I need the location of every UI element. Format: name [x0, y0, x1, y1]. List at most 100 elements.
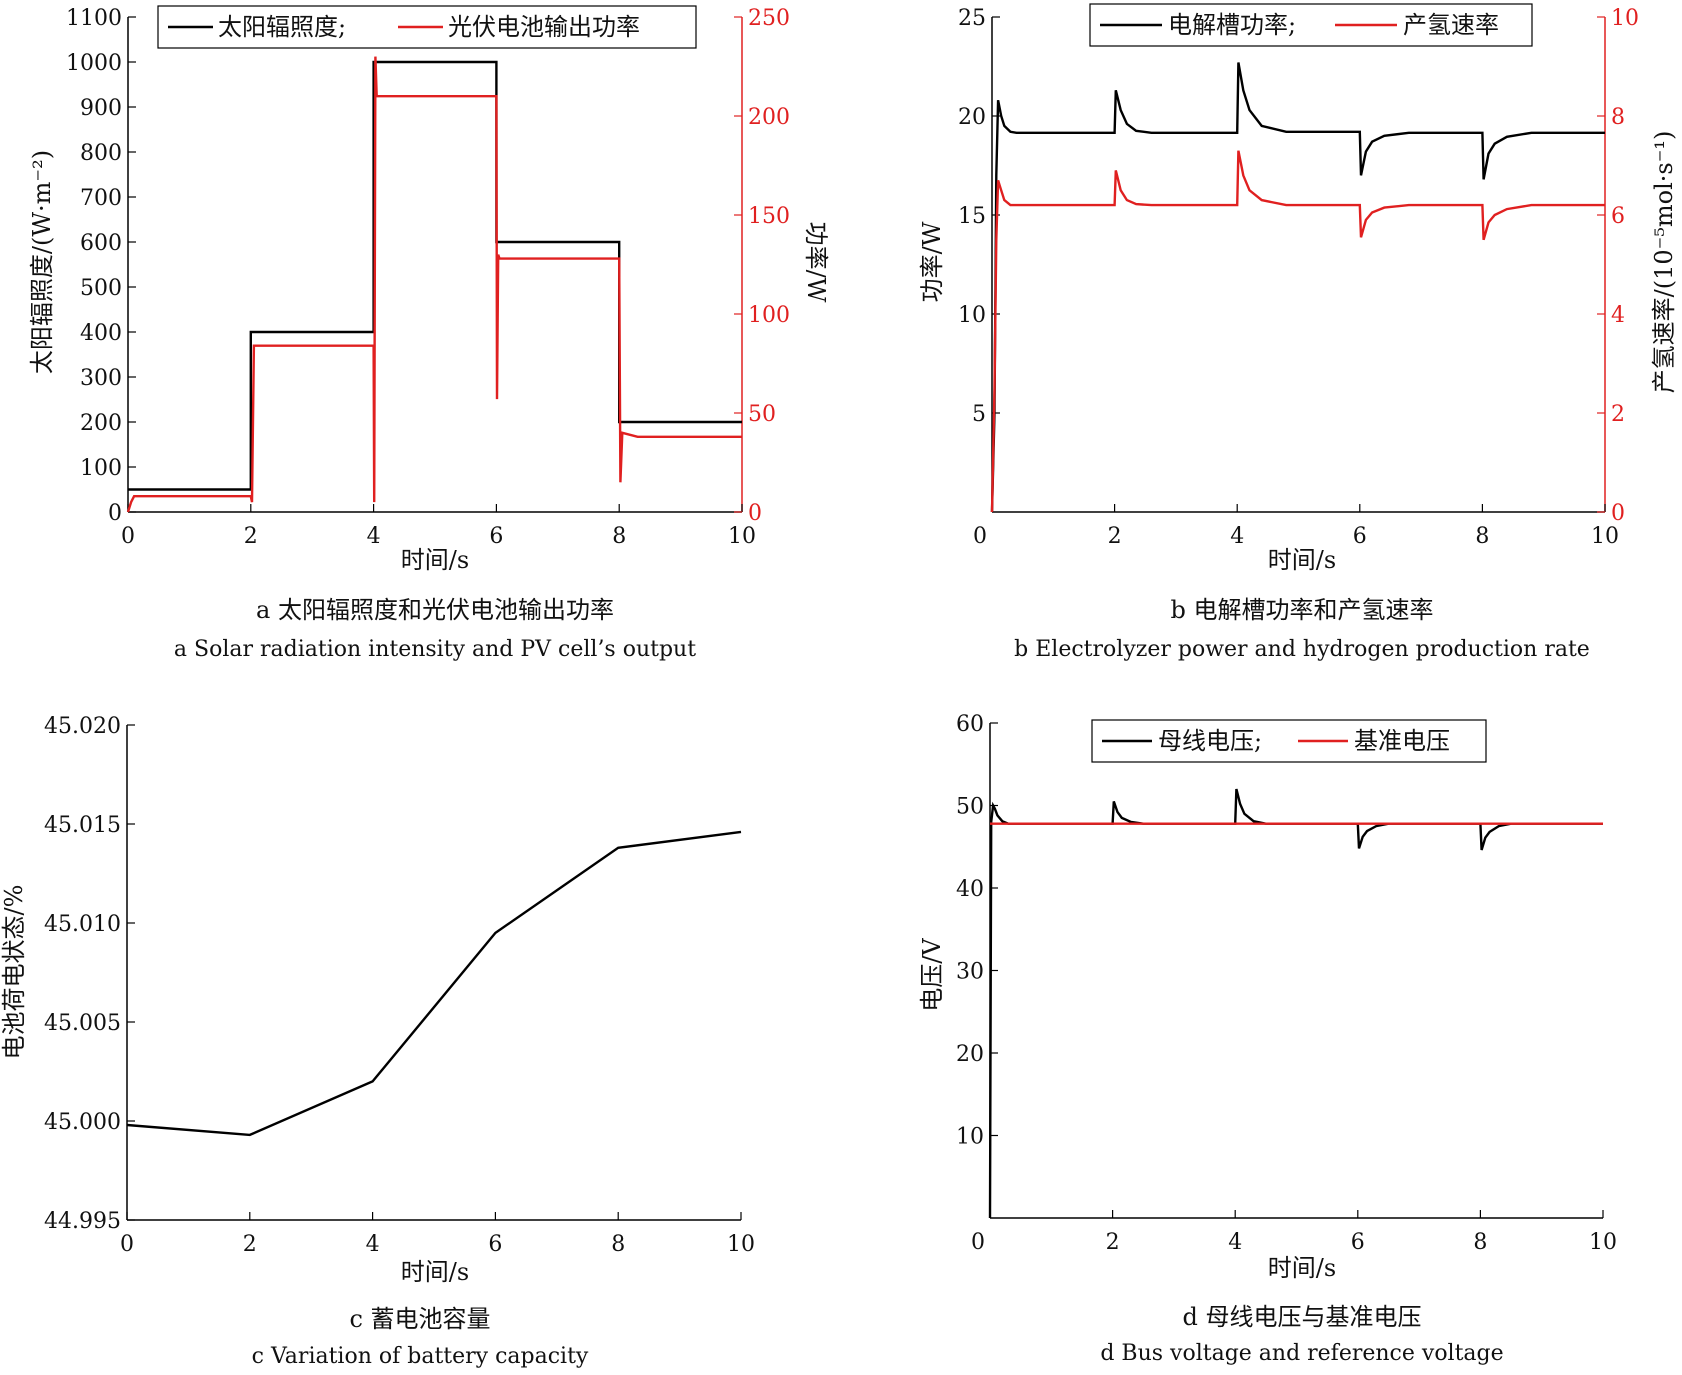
- panel-b-y2tick-label: 10: [1611, 6, 1639, 31]
- panel-b-y2tick-label: 6: [1611, 204, 1625, 229]
- panel-b-xtick-label: 8: [1475, 524, 1489, 549]
- panel-c-xtick-label: 4: [366, 1232, 380, 1257]
- panel-a-xtick-label: 8: [612, 524, 626, 549]
- panel-c-ytick-label: 44.995: [44, 1209, 121, 1234]
- panel-c-xtick-label: 8: [611, 1232, 625, 1257]
- panel-d-ytick-label: 20: [956, 1042, 984, 1067]
- panel-a-ytick-label: 1100: [66, 6, 122, 31]
- panel-b-legend-label-1: 电解槽功率;: [1168, 11, 1296, 39]
- panel-a-xtick-label: 10: [728, 524, 756, 549]
- panel-b-ytick-label: 15: [958, 204, 986, 229]
- panel-a-series-line-1: [128, 60, 742, 491]
- panel-a-xlabel: 时间/s: [401, 546, 469, 574]
- panel-b-caption-zh: b 电解槽功率和产氢速率: [1171, 596, 1434, 624]
- panel-b-y2tick-label: 8: [1611, 105, 1625, 130]
- panel-a-y2label: 功率/W: [802, 222, 830, 303]
- panel-d-plot: [988, 788, 1603, 1219]
- panel-b-legend-box: [1089, 3, 1533, 47]
- panel-c-ytick-label: 45.020: [44, 714, 121, 739]
- panel-c-xlabel: 时间/s: [401, 1258, 469, 1286]
- panel-a-ytick-label: 300: [80, 366, 122, 391]
- panel-b-caption-en: b Electrolyzer power and hydrogen produc…: [1014, 637, 1590, 662]
- panel-a-legend: 太阳辐照度; 光伏电池输出功率: [157, 5, 697, 49]
- panel-c-xtick-label: 0: [120, 1232, 134, 1257]
- panel-d-caption-en: d Bus voltage and reference voltage: [1100, 1341, 1503, 1366]
- panel-b-axes: 时间/s 功率/W 产氢速率/(10⁻⁵mol·s⁻¹) 0 2 4 6 8 10 5 10 1…: [918, 6, 1678, 574]
- panel-b-legend: 电解槽功率; 产氢速率: [1089, 3, 1533, 47]
- panel-c-xtick-label: 10: [727, 1232, 755, 1257]
- panel-b-series-line-2: [990, 150, 1605, 513]
- panel-a-legend-label-2: 光伏电池输出功率: [448, 13, 640, 41]
- panel-d-legend: 母线电压; 基准电压: [1091, 719, 1487, 763]
- panel-a-xtick-label: 0: [121, 524, 135, 549]
- panel-a-axes: 时间/s 太阳辐照度/(W·m⁻²) 功率/W 0 2 4 6 8 10010020030…: [28, 6, 830, 574]
- panel-a-caption-zh: a 太阳辐照度和光伏电池输出功率: [256, 596, 614, 624]
- panel-d-ytick-label: 40: [956, 877, 984, 902]
- panel-b-ytick-label: 25: [958, 6, 986, 31]
- panel-c: 时间/s 电池荷电状态/% 0 2 4 6 8 10 44.995 45.000 45.005 4…: [0, 714, 755, 1369]
- panel-a-y2tick-label: 50: [748, 402, 776, 427]
- panel-c-ytick-label: 45.010: [44, 912, 121, 937]
- panel-d-caption-zh: d 母线电压与基准电压: [1183, 1303, 1422, 1331]
- panel-a-caption-en: a Solar radiation intensity and PV cell’…: [174, 637, 696, 662]
- panel-c-ytick-label: 45.005: [44, 1011, 121, 1036]
- panel-d-ytick-label: 60: [956, 712, 984, 737]
- panel-c-ytick-label: 45.000: [44, 1110, 121, 1135]
- panel-d-axes: 时间/s 电压/V 0 2 4 6 8 10 10 20 30 40 50 60: [918, 712, 1617, 1282]
- panel-d-legend-label-2: 基准电压: [1354, 727, 1450, 755]
- panel-a: 时间/s 太阳辐照度/(W·m⁻²) 功率/W 0 2 4 6 8 10010020030…: [28, 5, 830, 662]
- panel-d-xtick-label: 6: [1351, 1230, 1365, 1255]
- panel-a-xtick-label: 4: [367, 524, 381, 549]
- panel-a-series-line-2: [126, 56, 742, 513]
- panel-b-xlabel: 时间/s: [1268, 546, 1336, 574]
- panel-d-ylabel: 电压/V: [918, 938, 946, 1012]
- panel-a-ytick-label: 100: [80, 456, 122, 481]
- panel-a-legend-label-1: 太阳辐照度;: [218, 13, 346, 41]
- panel-b-xtick-label: 10: [1591, 524, 1619, 549]
- panel-b-xtick-label: 6: [1353, 524, 1367, 549]
- panel-b-ytick-label: 10: [958, 303, 986, 328]
- panel-a-plot: [126, 56, 742, 513]
- panel-d: 时间/s 电压/V 0 2 4 6 8 10 10 20 30 40 50 60 母线电压; 基准电压…: [918, 712, 1617, 1366]
- panel-c-caption-zh: c 蓄电池容量: [349, 1305, 490, 1333]
- panel-d-ytick-label: 10: [956, 1125, 984, 1150]
- panel-c-caption-en: c Variation of battery capacity: [252, 1344, 589, 1369]
- panel-d-xtick-label: 8: [1473, 1230, 1487, 1255]
- panel-d-xtick-label: 2: [1106, 1230, 1120, 1255]
- panel-a-ytick-label: 500: [80, 276, 122, 301]
- panel-a-xtick-label: 6: [489, 524, 503, 549]
- panel-c-ytick-label: 45.015: [44, 813, 121, 838]
- panel-b-ytick-label: 20: [958, 105, 986, 130]
- panel-a-ytick-label: 800: [80, 141, 122, 166]
- panel-d-xtick-label: 0: [971, 1230, 985, 1255]
- panel-b: 时间/s 功率/W 产氢速率/(10⁻⁵mol·s⁻¹) 0 2 4 6 8 10 5 10 1…: [918, 3, 1678, 662]
- panel-b-ytick-label: 5: [972, 402, 986, 427]
- panel-c-axes: 时间/s 电池荷电状态/% 0 2 4 6 8 10 44.995 45.000 45.005 4…: [0, 714, 755, 1286]
- panel-c-ylabel: 电池荷电状态/%: [0, 885, 28, 1060]
- panel-b-y2tick-label: 4: [1611, 303, 1625, 328]
- panel-d-xlabel: 时间/s: [1268, 1254, 1336, 1282]
- panel-a-y2tick-label: 200: [748, 105, 790, 130]
- panel-a-ytick-label: 700: [80, 186, 122, 211]
- panel-a-y2tick-label: 0: [748, 501, 762, 526]
- panel-a-ytick-label: 400: [80, 321, 122, 346]
- panel-c-series-line-1: [126, 830, 742, 1137]
- panel-b-plot: [990, 62, 1605, 513]
- panel-d-legend-box: [1091, 719, 1487, 763]
- panel-a-ylabel: 太阳辐照度/(W·m⁻²): [28, 150, 56, 374]
- panel-d-ytick-label: 30: [956, 960, 984, 985]
- panel-b-xtick-label: 4: [1230, 524, 1244, 549]
- panel-a-ytick-label: 200: [80, 411, 122, 436]
- panel-c-plot: [126, 830, 742, 1137]
- panel-d-xtick-label: 10: [1589, 1230, 1617, 1255]
- panel-c-xtick-label: 6: [488, 1232, 502, 1257]
- panel-b-legend-label-2: 产氢速率: [1403, 11, 1499, 39]
- panel-d-xtick-label: 4: [1228, 1230, 1242, 1255]
- panel-a-ytick-label: 900: [80, 96, 122, 121]
- panel-b-series-line-1: [990, 62, 1605, 513]
- panel-b-xtick-label: 0: [973, 524, 987, 549]
- panel-b-ylabel: 功率/W: [918, 221, 946, 302]
- panel-a-y2tick-label: 150: [748, 204, 790, 229]
- panel-b-y2tick-label: 2: [1611, 402, 1625, 427]
